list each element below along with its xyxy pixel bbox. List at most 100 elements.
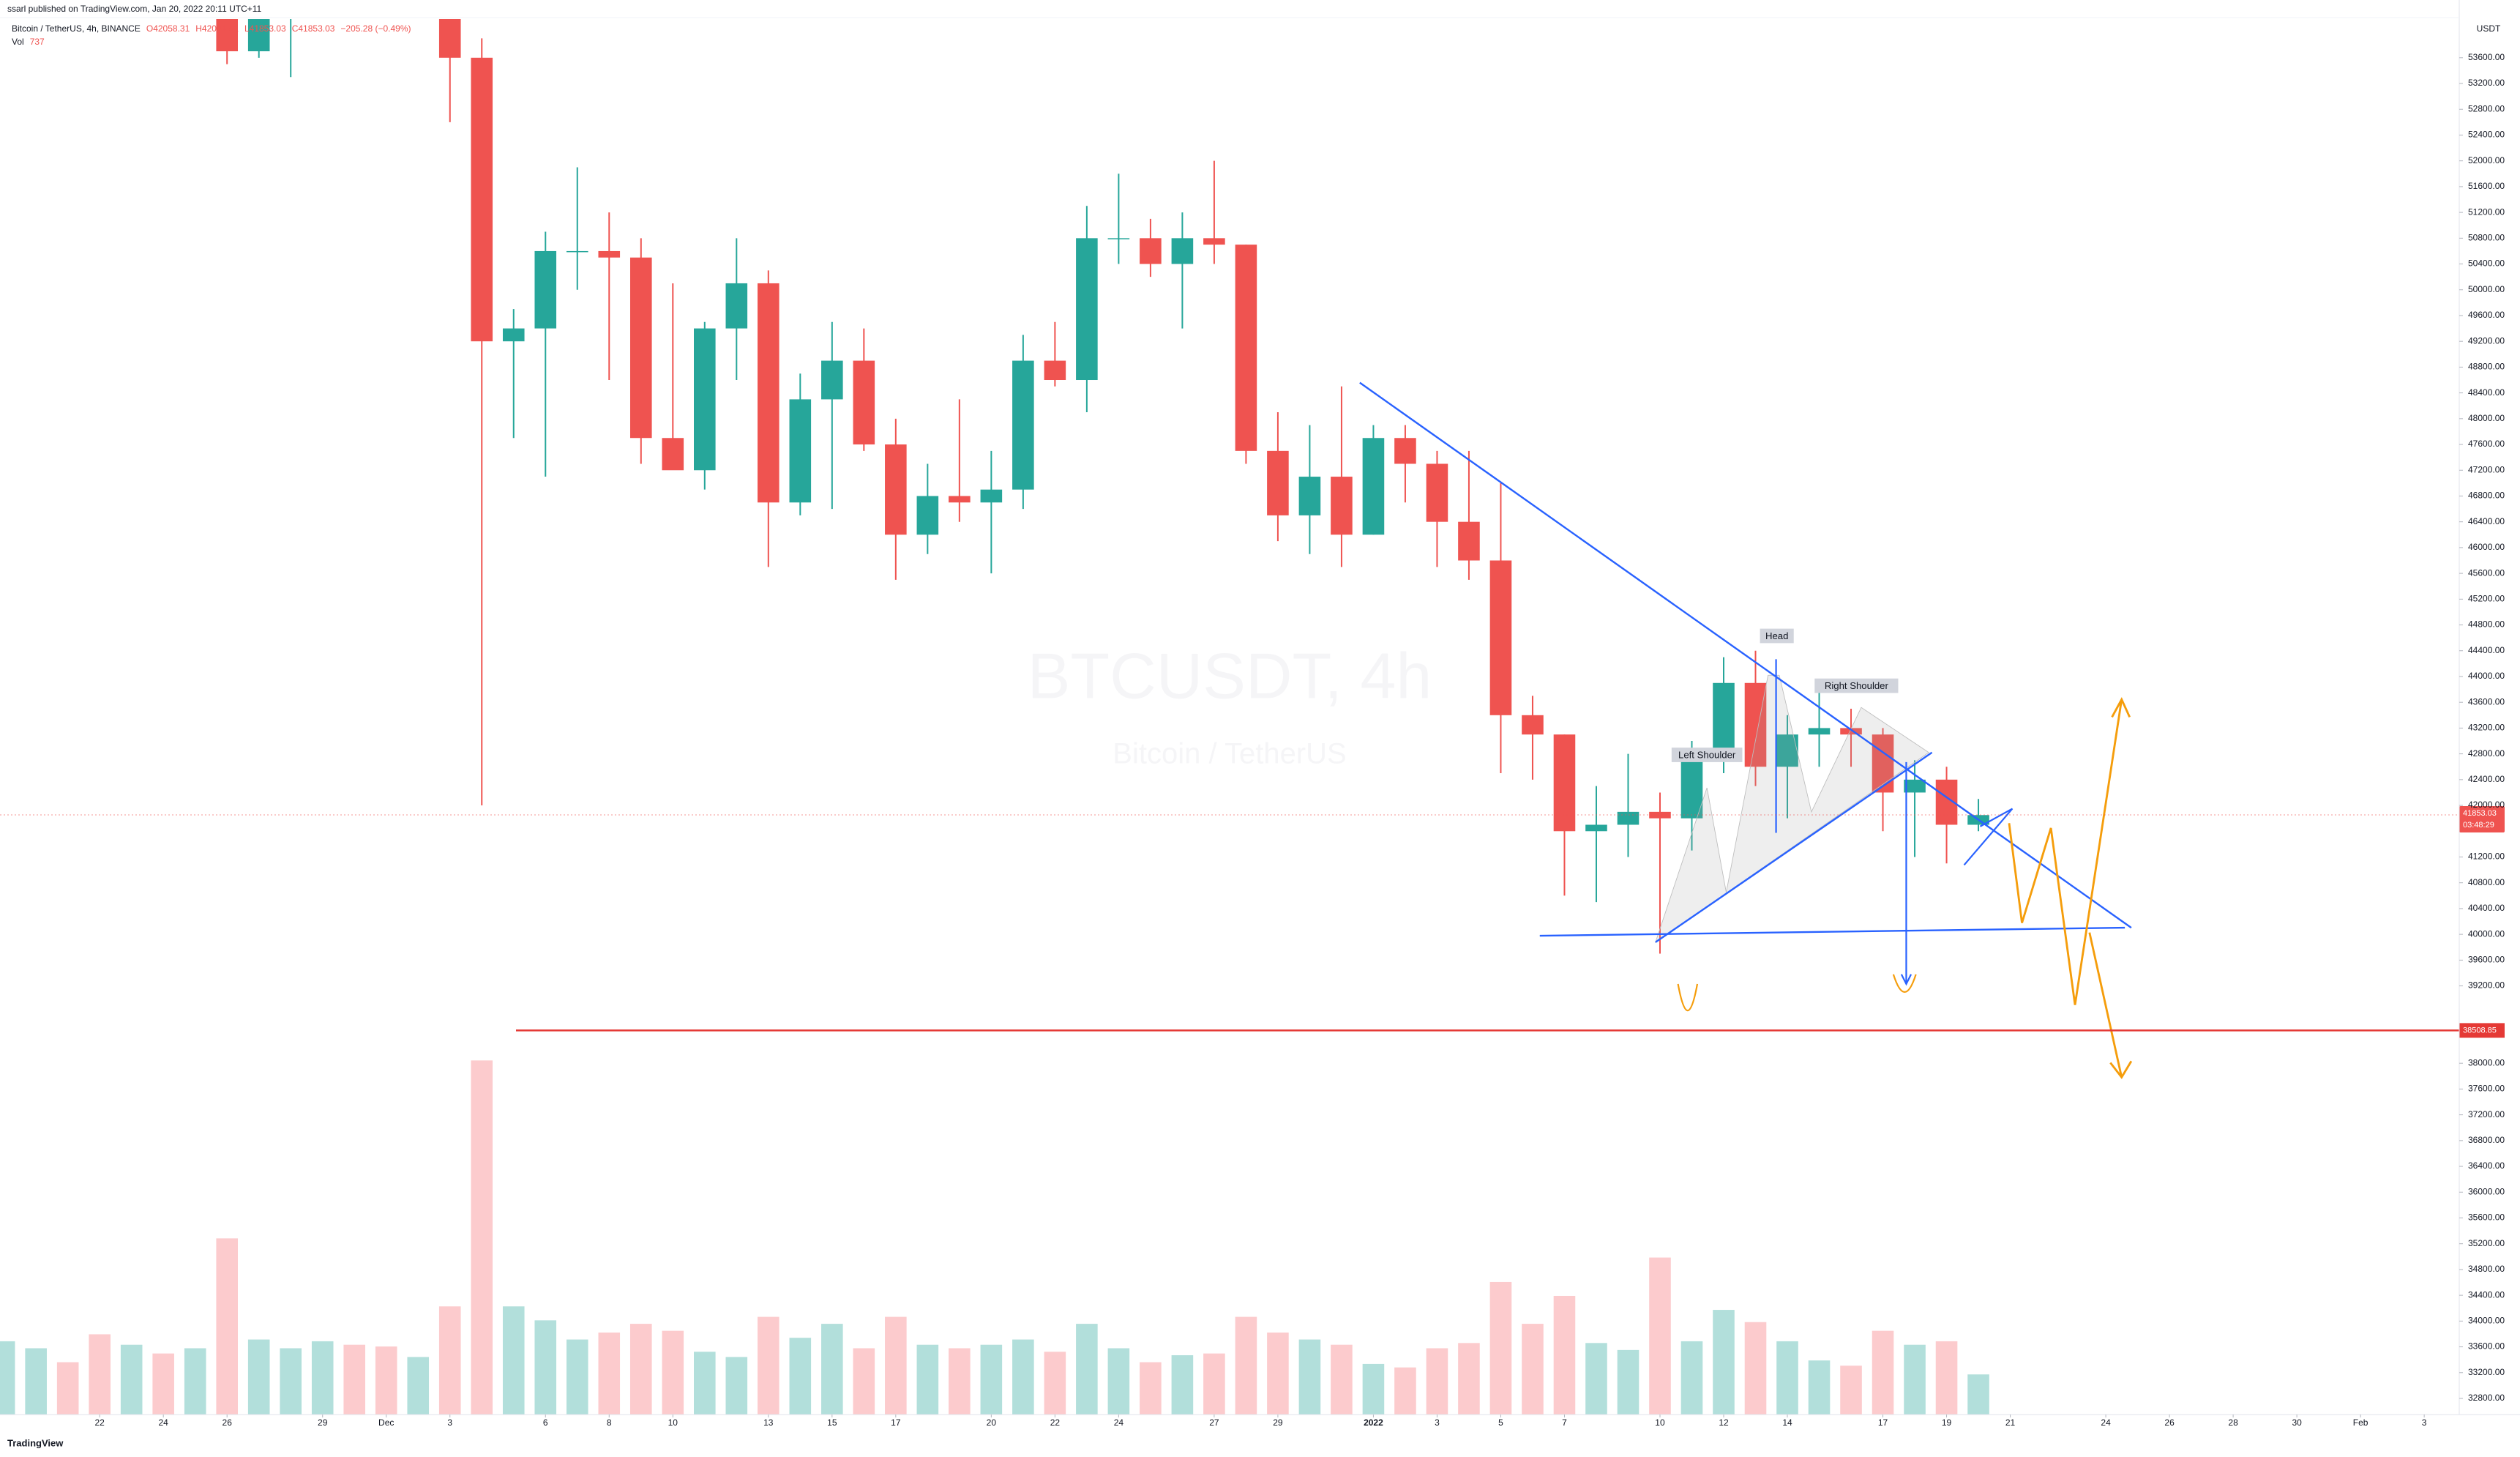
volume-bar <box>1235 1316 1257 1415</box>
y-tick-label: 33200.00 <box>2468 1367 2505 1377</box>
candle-body <box>598 250 621 258</box>
candle-body <box>1617 811 1640 825</box>
x-tick-label: 26 <box>2164 1417 2175 1428</box>
countdown-label: 03:48:29 <box>2463 821 2494 830</box>
volume-bar <box>502 1306 525 1415</box>
y-tick-label: 39600.00 <box>2468 955 2505 965</box>
y-tick-label: 39200.00 <box>2468 980 2505 991</box>
volume-bar <box>1458 1343 1480 1415</box>
volume-bar <box>566 1339 588 1415</box>
volume-bar <box>1967 1374 1989 1415</box>
y-tick-label: 40800.00 <box>2468 877 2505 887</box>
published-line: ssarl published on TradingView.com, Jan … <box>7 4 262 14</box>
volume-bar <box>1553 1295 1576 1415</box>
volume-layer <box>0 1060 1989 1415</box>
candle-body <box>694 328 716 471</box>
y-tick-label: 42800.00 <box>2468 748 2505 759</box>
y-tick-label: 34000.00 <box>2468 1316 2505 1326</box>
volume-bar <box>1298 1339 1321 1415</box>
volume-bar <box>916 1344 939 1415</box>
x-tick-label: 24 <box>1114 1417 1124 1428</box>
y-tick-label: 53200.00 <box>2468 78 2505 88</box>
volume-bar <box>885 1316 907 1415</box>
neckline <box>1655 751 1933 943</box>
volume-bar <box>949 1348 971 1415</box>
volume-bar <box>1617 1349 1640 1415</box>
candle-body <box>534 250 557 329</box>
candle-body <box>1012 360 1034 490</box>
volume-bar <box>438 1306 461 1415</box>
projection-arrow-down <box>2109 1060 2133 1079</box>
candle-body <box>1904 779 1926 793</box>
y-tick-label: 44000.00 <box>2468 671 2505 681</box>
candle-body <box>1808 728 1831 735</box>
resistance-line <box>1359 381 2132 929</box>
volume-bar <box>1331 1344 1353 1415</box>
volume-bar <box>1776 1341 1798 1415</box>
x-tick-label: 24 <box>2101 1417 2111 1428</box>
volume-bar <box>1044 1352 1066 1415</box>
last-price-tag <box>2459 805 2505 832</box>
candle-body <box>885 444 907 535</box>
volume-bar <box>1076 1324 1098 1415</box>
projection-down <box>2088 932 2123 1078</box>
volume-bar <box>1744 1322 1767 1415</box>
volume-bar <box>375 1346 397 1415</box>
projection-arrow-up <box>2111 697 2131 718</box>
candle-body <box>1044 360 1066 381</box>
x-tick-label: 17 <box>1878 1417 1888 1428</box>
candle-body <box>1649 811 1671 819</box>
y-tick-label: 40400.00 <box>2468 903 2505 913</box>
x-tick-label: 29 <box>1273 1417 1283 1428</box>
label-box <box>1760 628 1794 644</box>
watermark-symbol: BTCUSDT, 4h <box>1028 639 1432 712</box>
volume-bar <box>311 1341 334 1415</box>
volume-bar <box>152 1353 174 1415</box>
volume-bar <box>89 1334 111 1415</box>
volume-bar <box>662 1330 684 1415</box>
y-tick-label: 35600.00 <box>2468 1212 2505 1223</box>
x-tick-label: 20 <box>987 1417 997 1428</box>
watermark-name: Bitcoin / TetherUS <box>1113 738 1346 770</box>
y-tick-label: 35200.00 <box>2468 1238 2505 1248</box>
y-tick-label: 49200.00 <box>2468 335 2505 346</box>
volume-bar <box>1012 1339 1034 1415</box>
candle-body <box>1140 238 1162 264</box>
candle-body <box>247 19 270 52</box>
x-tick-label: 2022 <box>1364 1417 1383 1428</box>
candle-body <box>725 283 748 329</box>
volume-bar <box>694 1352 716 1415</box>
y-tick-label: 33600.00 <box>2468 1341 2505 1352</box>
y-tick-label: 44400.00 <box>2468 645 2505 655</box>
volume-bar <box>471 1060 493 1415</box>
y-tick-label: 36800.00 <box>2468 1135 2505 1145</box>
x-tick-label: 22 <box>94 1417 105 1428</box>
y-tick-label: 37200.00 <box>2468 1109 2505 1119</box>
candle-body <box>916 496 939 535</box>
candle-body <box>1362 438 1385 535</box>
volume-bar <box>1649 1257 1671 1415</box>
legend-line: Bitcoin / TetherUS, 4h, BINANCE O42058.31… <box>12 23 411 34</box>
volume-bar <box>789 1338 812 1415</box>
x-tick-label: 17 <box>891 1417 901 1428</box>
volume-bar <box>1935 1341 1958 1415</box>
candle-body <box>1522 715 1544 735</box>
candle-body <box>1107 238 1130 239</box>
small-wedge <box>1963 808 2014 866</box>
candle-body <box>216 19 238 52</box>
x-tick-label: 12 <box>1719 1417 1729 1428</box>
legend-close: C41853.03 <box>292 23 335 34</box>
x-tick-label: 10 <box>1655 1417 1665 1428</box>
vol-label: Vol <box>12 37 24 47</box>
label-box <box>1671 748 1743 762</box>
x-tick-label: 7 <box>1562 1417 1567 1428</box>
y-tick-label: 50000.00 <box>2468 284 2505 294</box>
volume-bar <box>1713 1310 1735 1415</box>
y-tick-label: 32800.00 <box>2468 1393 2505 1403</box>
x-tick-label: 27 <box>1209 1417 1219 1428</box>
x-tick-label: 3 <box>447 1417 452 1428</box>
candle-body <box>1840 728 1862 735</box>
x-tick-label: 3 <box>2422 1417 2427 1428</box>
x-tick-label: 5 <box>1498 1417 1503 1428</box>
